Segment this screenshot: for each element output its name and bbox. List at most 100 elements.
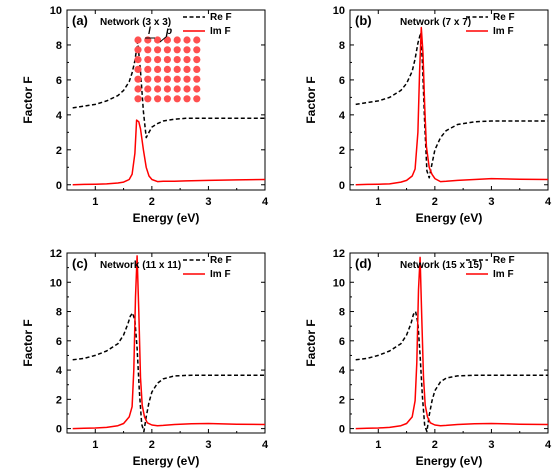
inset-particle [144, 56, 152, 64]
y-tick-label: 8 [339, 307, 345, 319]
inset-particle [134, 95, 142, 103]
x-axis-label: Energy (eV) [416, 211, 483, 225]
y-tick-label: 4 [56, 365, 63, 377]
x-axis-label: Energy (eV) [133, 211, 200, 225]
x-tick-label: 4 [545, 439, 552, 451]
x-axis-label: Energy (eV) [133, 454, 200, 468]
y-tick-label: 12 [333, 248, 345, 260]
inset-particle [183, 95, 191, 103]
inset-particle [163, 75, 171, 83]
legend-entry: Im F [493, 269, 514, 280]
inset-particle [154, 36, 162, 44]
plot-frame [349, 9, 549, 191]
y-tick-label: 0 [339, 424, 345, 436]
inset-particle [134, 65, 142, 73]
legend-entry: Im F [210, 26, 231, 37]
x-axis-label: Energy (eV) [416, 454, 483, 468]
y-tick-label: 0 [56, 424, 62, 436]
x-tick-label: 3 [488, 439, 494, 451]
series-line-re-f [355, 31, 548, 179]
inset-particle [154, 75, 162, 83]
series-line-re-f [72, 312, 265, 433]
inset-particle [144, 65, 152, 73]
panel-label: (b) [355, 13, 372, 28]
y-tick-label: 2 [56, 394, 62, 406]
legend-entry: Im F [210, 269, 231, 280]
x-tick-label: 2 [432, 439, 438, 451]
y-tick-label: 6 [339, 75, 345, 87]
inset-particle [173, 56, 181, 64]
x-tick-label: 3 [205, 196, 211, 208]
legend-entry: Im F [493, 26, 514, 37]
series-line-im-f [355, 26, 548, 186]
y-tick-label: 4 [339, 365, 346, 377]
inset-arrow-p [159, 35, 168, 43]
inset-particle [163, 95, 171, 103]
y-tick-label: 4 [339, 110, 346, 122]
curves [355, 26, 548, 186]
network-label: Network (7 x 7) [400, 17, 471, 28]
network-label: Network (11 x 11) [100, 260, 181, 271]
series-line-re-f [355, 310, 548, 433]
y-tick-label: 10 [50, 5, 62, 17]
y-tick-label: 4 [56, 110, 63, 122]
y-tick-label: 8 [339, 40, 345, 52]
inset-particle [173, 85, 181, 93]
inset-particle [154, 95, 162, 103]
series-line-im-f [355, 256, 548, 430]
y-tick-label: 10 [333, 5, 345, 17]
inset-particle [134, 85, 142, 93]
plot-frame [66, 9, 266, 191]
inset-particle [183, 46, 191, 54]
x-tick-label: 1 [92, 439, 98, 451]
y-tick-label: 0 [56, 180, 62, 192]
inset-particle [193, 75, 201, 83]
x-tick-label: 3 [205, 439, 211, 451]
curves [355, 256, 548, 433]
inset-particle [193, 65, 201, 73]
plot-frame [349, 252, 549, 434]
y-tick-label: 2 [339, 145, 345, 157]
panel-b: 1 2 3 4 0 2 4 6 8 10 Energy (eV) Factor F (b) Network… [304, 5, 552, 225]
x-tick-label: 2 [149, 196, 155, 208]
inset-particle [134, 56, 142, 64]
x-tick-label: 1 [375, 439, 381, 451]
y-axis-label: Factor F [304, 76, 318, 123]
series-line-re-f [72, 40, 265, 139]
y-tick-label: 0 [339, 180, 345, 192]
curves [72, 255, 265, 433]
inset-particle [173, 46, 181, 54]
y-tick-label: 10 [333, 277, 345, 289]
y-tick-label: 2 [56, 145, 62, 157]
x-tick-label: 1 [375, 196, 381, 208]
x-tick-label: 2 [432, 196, 438, 208]
y-axis-label: Factor F [21, 319, 35, 366]
legend-entry: Re F [493, 12, 515, 23]
network-label: Network (15 x 15) [400, 260, 482, 271]
legend-entry: Re F [493, 255, 515, 266]
y-tick-label: 12 [50, 248, 62, 260]
inset-particle [144, 85, 152, 93]
x-tick-label: 2 [149, 439, 155, 451]
inset-particle [154, 85, 162, 93]
inset-particle [183, 75, 191, 83]
x-tick-label: 3 [488, 196, 494, 208]
inset-label-l: l [148, 26, 151, 37]
inset-particle [183, 85, 191, 93]
inset-particle [173, 95, 181, 103]
inset-particle [144, 36, 152, 44]
plot-frame [66, 252, 266, 434]
legend-entry: Re F [210, 12, 232, 23]
series-line-im-f [72, 255, 265, 430]
panel-label: (d) [355, 256, 372, 271]
inset-particle [134, 46, 142, 54]
inset-particle [163, 56, 171, 64]
inset-label-p: p [165, 26, 172, 37]
inset-particle [163, 36, 171, 44]
inset-particle [173, 65, 181, 73]
inset-particle [154, 65, 162, 73]
inset-particle [183, 36, 191, 44]
panel-a: 1 2 3 4 0 2 4 6 8 10 Energy (eV) Factor F (a) Network… [21, 5, 269, 225]
